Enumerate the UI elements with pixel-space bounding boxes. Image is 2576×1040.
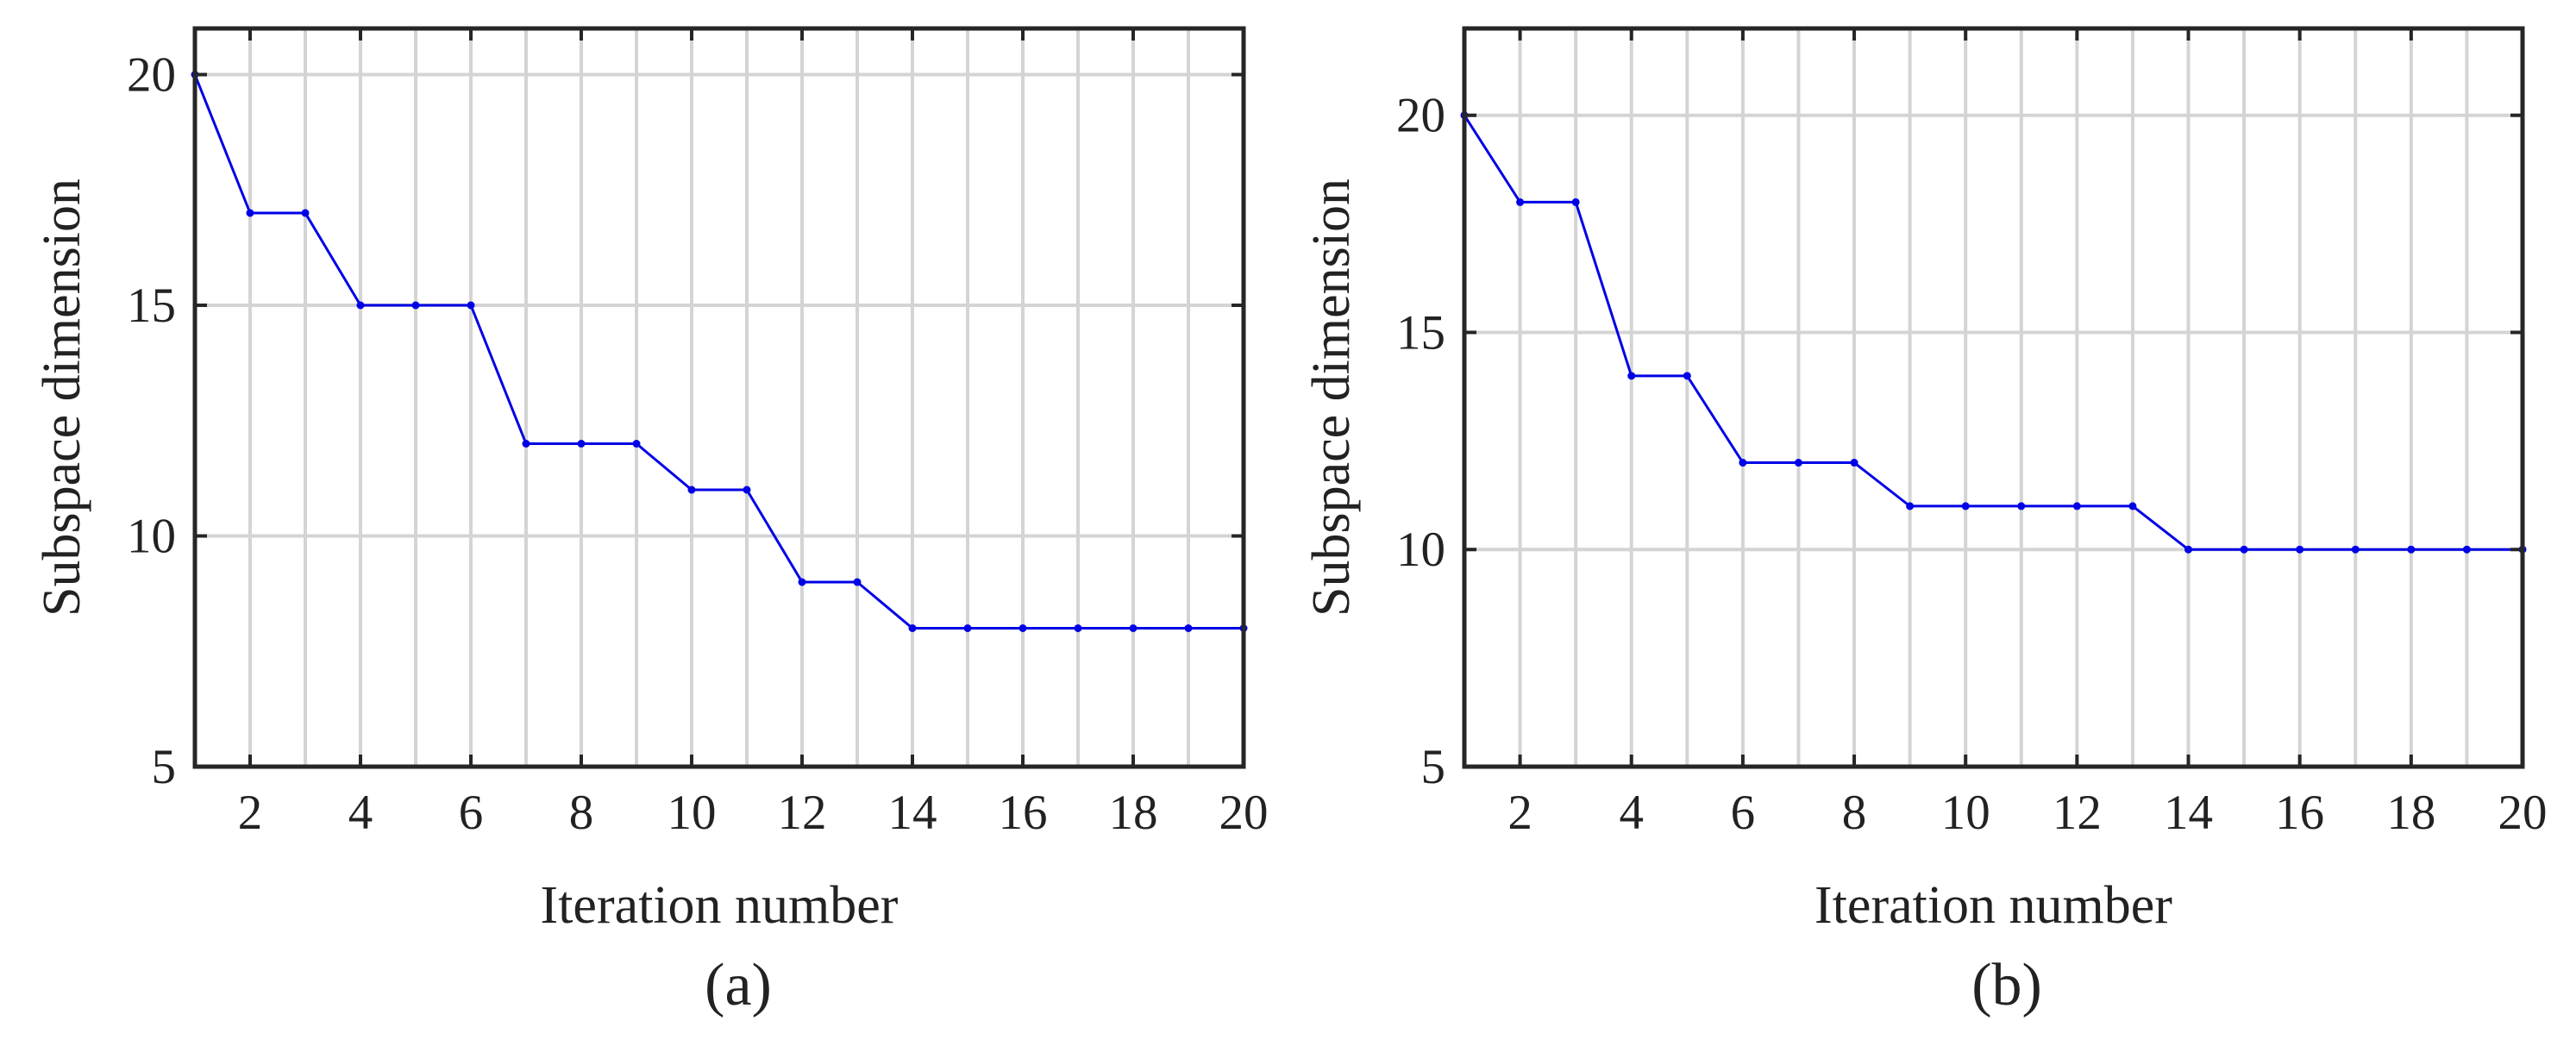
data-point [798,578,806,586]
x-tick-label: 12 [2053,786,2102,840]
data-point [1794,459,1802,467]
x-tick-label: 6 [1731,786,1756,840]
x-tick-label: 16 [2275,786,2324,840]
data-point [1906,502,1915,511]
data-point [522,440,530,448]
panel-caption: (b) [1971,952,2042,1018]
y-tick-label: 15 [1396,305,1445,360]
x-tick-label: 14 [888,786,937,840]
data-point [1571,197,1580,206]
data-point [467,301,475,310]
data-point [411,301,420,310]
data-point [2128,502,2137,511]
data-point [356,301,365,310]
data-point [853,578,862,586]
axes-frame [1462,26,2525,769]
data-point [1683,372,1691,380]
data-point [743,486,751,494]
x-tick-label: 16 [999,786,1048,840]
y-tick-label: 5 [152,740,177,794]
data-point [2351,545,2360,554]
x-tick-label: 14 [2164,786,2213,840]
data-point [1627,372,1636,380]
y-tick-label: 10 [127,510,176,564]
data-point [301,209,310,217]
x-axis-label: Iteration number [541,876,899,935]
data-point [1074,624,1082,632]
x-tick-label: 20 [2498,786,2548,840]
series-line [193,73,1244,630]
data-point [1516,197,1525,206]
data-point [1961,502,1970,511]
x-tick-label: 12 [778,786,827,840]
data-point [687,486,696,494]
data-point [963,624,972,632]
data-point [632,440,641,448]
panel-caption: (a) [705,952,772,1018]
chart-panel-b: 2 4 6 8 10 12 14 16 18 20 5 10 15 20 Iteration number S… [1302,26,2548,1018]
plot-area [1464,28,2523,767]
plot-area [195,28,1244,767]
y-tick-label: 5 [1421,740,1446,794]
axes-frame [192,26,1246,769]
data-point [2462,545,2471,554]
data-point [2017,502,2026,511]
y-tick-label: 15 [127,279,176,333]
x-tick-label: 6 [459,786,484,840]
data-point [1850,459,1858,467]
x-tick-label: 2 [238,786,263,840]
data-point [1018,624,1027,632]
x-tick-label: 10 [1941,786,1990,840]
data-point [1739,459,1747,467]
x-axis-label: Iteration number [1814,876,2172,935]
x-tick-label: 8 [569,786,594,840]
y-tick-label: 10 [1396,523,1445,577]
x-tick-label: 8 [1842,786,1867,840]
y-axis-label: Subspace dimension [1302,179,1361,617]
x-tick-label: 18 [2386,786,2435,840]
chart-panel-a: 2 4 6 8 10 12 14 16 18 20 5 10 15 20 Iteration number S… [33,26,1269,1018]
data-point [246,209,254,217]
y-tick-label: 20 [127,48,176,103]
y-tick-label: 20 [1396,89,1445,143]
data-point [1129,624,1138,632]
x-tick-label: 20 [1219,786,1269,840]
data-point [2296,545,2304,554]
x-tick-label: 2 [1507,786,1532,840]
data-point [1184,624,1193,632]
y-axis-label: Subspace dimension [33,179,91,617]
data-point [2240,545,2248,554]
data-point [2407,545,2416,554]
series-line [1463,114,2523,551]
x-tick-label: 4 [1619,786,1644,840]
data-point [908,624,917,632]
data-point [577,440,586,448]
x-tick-label: 18 [1109,786,1158,840]
data-point [2072,502,2081,511]
data-point [2184,545,2193,554]
x-tick-label: 10 [668,786,717,840]
x-tick-label: 4 [348,786,373,840]
